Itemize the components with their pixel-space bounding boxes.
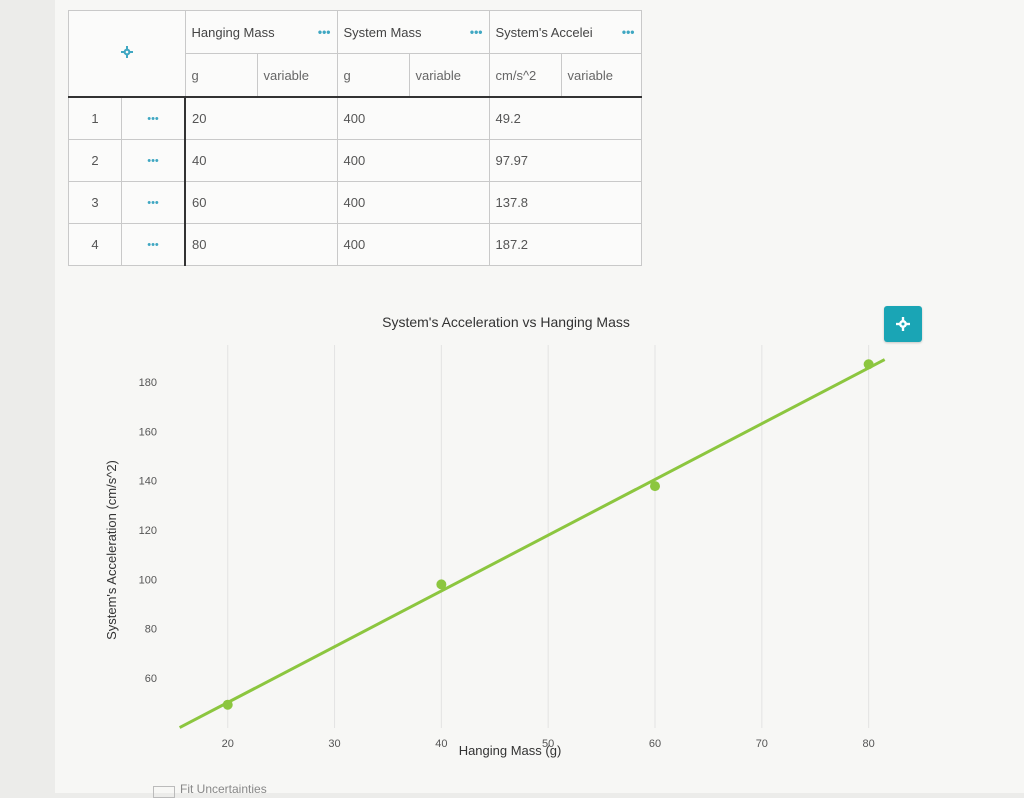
hanging-mass-cell[interactable]: 80 xyxy=(184,223,257,266)
y-tick-label: 180 xyxy=(139,377,157,389)
empty-cell[interactable] xyxy=(257,139,338,182)
empty-cell[interactable] xyxy=(409,96,490,140)
x-axis-ticks: 20 30 40 50 60 70 80 xyxy=(222,738,875,750)
unit-cell[interactable]: g xyxy=(336,53,410,98)
data-points xyxy=(222,359,874,710)
x-tick-label: 30 xyxy=(328,738,340,750)
chart-container: System's Acceleration vs Hanging Mass 60… xyxy=(90,300,930,793)
hanging-mass-cell[interactable]: 60 xyxy=(184,181,257,224)
data-point xyxy=(863,359,874,370)
gear-icon xyxy=(120,46,133,58)
x-axis-label: Hanging Mass (g) xyxy=(459,743,562,758)
table-row: 2 ••• 40 400 97.97 xyxy=(68,139,642,182)
acceleration-cell[interactable]: 49.2 xyxy=(488,96,561,140)
system-mass-cell[interactable]: 400 xyxy=(336,96,409,140)
column-header-system-mass[interactable]: System Mass ••• xyxy=(336,10,490,54)
fit-line-path xyxy=(178,358,886,729)
y-axis-ticks: 60 80 100 120 140 160 180 xyxy=(139,377,157,685)
variable-type-cell[interactable]: variable xyxy=(408,53,490,98)
empty-cell[interactable] xyxy=(257,96,338,140)
system-mass-cell[interactable]: 400 xyxy=(336,181,409,224)
x-tick-label: 40 xyxy=(435,738,447,750)
y-tick-label: 60 xyxy=(145,673,157,685)
variable-type-cell[interactable]: variable xyxy=(560,53,642,98)
y-tick-label: 160 xyxy=(139,426,157,438)
table-row: 1 ••• 20 400 49.2 xyxy=(68,96,642,140)
row-number: 2 xyxy=(68,139,122,182)
empty-cell[interactable] xyxy=(409,181,490,224)
column-name: Hanging Mass xyxy=(191,24,275,40)
table-row: 3 ••• 60 400 137.8 xyxy=(68,181,642,224)
data-table: Hanging Mass ••• System Mass ••• System'… xyxy=(68,10,642,266)
column-header-system-acceleration[interactable]: System's Accelei ••• xyxy=(488,10,642,54)
column-menu-icon[interactable]: ••• xyxy=(621,24,635,39)
column-name: System Mass xyxy=(343,24,422,40)
empty-cell[interactable] xyxy=(257,223,338,266)
acceleration-cell[interactable]: 187.2 xyxy=(488,223,561,266)
column-menu-icon[interactable]: ••• xyxy=(317,24,331,39)
data-point xyxy=(222,699,233,710)
unit-cell[interactable]: cm/s^2 xyxy=(488,53,562,98)
fit-uncertainties-label: Fit Uncertainties xyxy=(180,782,267,796)
row-menu-icon[interactable]: ••• xyxy=(121,96,186,140)
y-tick-label: 80 xyxy=(145,624,157,636)
y-tick-label: 140 xyxy=(139,476,157,488)
gear-icon xyxy=(896,316,910,331)
y-axis-label: System's Acceleration (cm/s^2) xyxy=(104,460,119,640)
data-point xyxy=(436,579,447,590)
empty-cell[interactable] xyxy=(561,139,642,182)
empty-cell[interactable] xyxy=(561,181,642,224)
acceleration-cell[interactable]: 97.97 xyxy=(488,139,561,182)
x-tick-label: 70 xyxy=(756,738,768,750)
grid-lines xyxy=(227,345,870,728)
hanging-mass-cell[interactable]: 40 xyxy=(184,139,257,182)
empty-cell[interactable] xyxy=(257,181,338,224)
empty-cell[interactable] xyxy=(409,223,490,266)
row-menu-icon[interactable]: ••• xyxy=(121,181,186,224)
x-tick-label: 60 xyxy=(649,738,661,750)
row-number: 1 xyxy=(68,96,122,140)
row-menu-icon[interactable]: ••• xyxy=(121,223,186,266)
fit-line xyxy=(178,358,886,729)
variable-type-cell[interactable]: variable xyxy=(256,53,338,98)
column-name: System's Accelei xyxy=(495,24,593,40)
y-tick-label: 100 xyxy=(139,574,157,586)
x-tick-label: 50 xyxy=(542,738,554,750)
x-tick-label: 20 xyxy=(222,738,234,750)
table-row: 4 ••• 80 400 187.2 xyxy=(68,223,642,266)
y-tick-label: 120 xyxy=(139,525,157,537)
empty-cell[interactable] xyxy=(409,139,490,182)
hanging-mass-cell[interactable]: 20 xyxy=(184,96,257,140)
system-mass-cell[interactable]: 400 xyxy=(336,223,409,266)
row-menu-icon[interactable]: ••• xyxy=(121,139,186,182)
acceleration-cell[interactable]: 137.8 xyxy=(488,181,561,224)
graph-settings-button[interactable] xyxy=(884,306,922,342)
data-point xyxy=(650,481,660,492)
unit-cell[interactable]: g xyxy=(184,53,258,98)
empty-cell[interactable] xyxy=(561,96,642,140)
chart-title: System's Acceleration vs Hanging Mass xyxy=(382,314,630,330)
empty-cell[interactable] xyxy=(561,223,642,266)
table-settings-icon[interactable] xyxy=(68,10,186,98)
x-tick-label: 80 xyxy=(863,738,875,750)
system-mass-cell[interactable]: 400 xyxy=(336,139,409,182)
column-header-hanging-mass[interactable]: Hanging Mass ••• xyxy=(184,10,338,54)
column-menu-icon[interactable]: ••• xyxy=(469,24,483,39)
row-number: 4 xyxy=(68,223,122,266)
row-number: 3 xyxy=(68,181,122,224)
scatter-chart[interactable]: System's Acceleration vs Hanging Mass 60… xyxy=(90,300,930,793)
fit-checkbox[interactable] xyxy=(153,786,175,798)
